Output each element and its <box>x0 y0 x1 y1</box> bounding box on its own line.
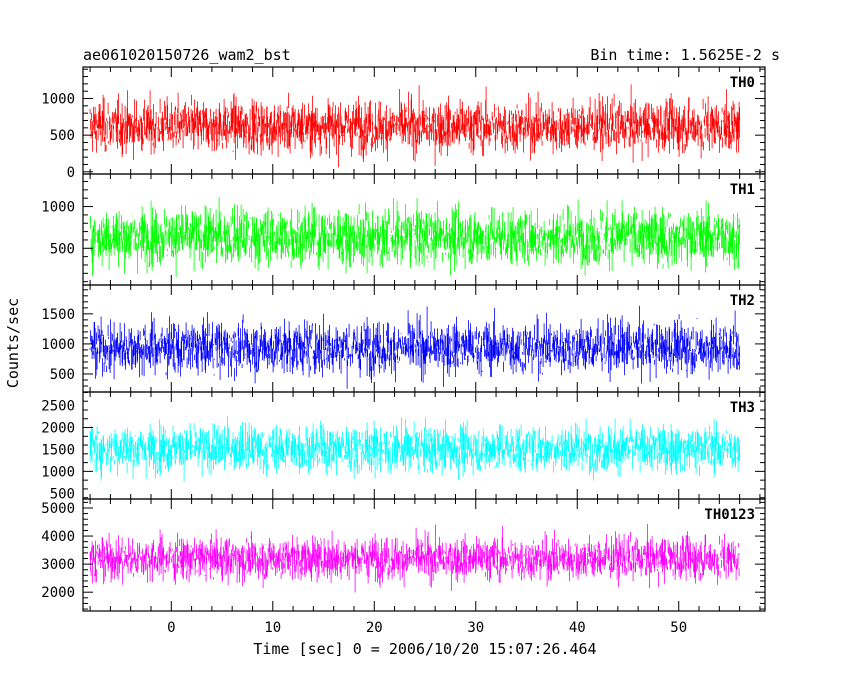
panels: TH0 0 500 1000 TH1 500 1000 TH2 500 1000 1500 TH3 50… <box>41 66 766 612</box>
y-tick-label: 1000 <box>41 92 75 108</box>
y-tick-label: 500 <box>50 486 75 502</box>
x-tick-label: 50 <box>670 620 687 636</box>
panel-th2: TH2 500 1000 1500 <box>41 284 766 393</box>
panel-label-th2: TH2 <box>730 293 755 309</box>
series-th2 <box>89 305 740 389</box>
chart-title-left: ae061020150726_wam2_bst <box>83 46 291 64</box>
panel-label-th3: TH3 <box>730 400 755 416</box>
y-tick-label: 1000 <box>41 337 75 353</box>
y-tick-label: 4000 <box>41 529 75 545</box>
panel-label-th0123: TH0123 <box>704 507 755 523</box>
y-tick-label: 1500 <box>41 442 75 458</box>
y-tick-label: 0 <box>67 165 75 181</box>
panel-th0: TH0 0 500 1000 <box>41 66 766 181</box>
panel-label-th0: TH0 <box>730 75 755 91</box>
x-tick-label: 20 <box>366 620 383 636</box>
y-tick-label: 500 <box>50 128 75 144</box>
x-axis: 0 10 20 30 40 50 <box>167 620 687 636</box>
x-axis-title: Time [sec] 0 = 2006/10/20 15:07:26.464 <box>253 640 596 658</box>
series-th3 <box>89 416 740 482</box>
x-tick-label: 10 <box>264 620 281 636</box>
y-tick-label: 500 <box>50 241 75 257</box>
panel-label-th1: TH1 <box>730 182 755 198</box>
chart-title-right: Bin time: 1.5625E-2 s <box>590 46 780 64</box>
series-th0123 <box>89 524 740 593</box>
series-th1 <box>89 197 740 278</box>
y-tick-label: 1000 <box>41 200 75 216</box>
panel-th1: TH1 500 1000 <box>41 173 766 286</box>
y-tick-label: 1000 <box>41 464 75 480</box>
y-tick-label: 500 <box>50 367 75 383</box>
y-tick-label: 2000 <box>41 585 75 601</box>
y-tick-label: 2500 <box>41 399 75 415</box>
y-tick-label: 1500 <box>41 307 75 323</box>
y-tick-label: 2000 <box>41 421 75 437</box>
panel-th3: TH3 500 1000 1500 2000 2500 <box>41 391 766 502</box>
series-th0 <box>89 84 740 168</box>
panel-th0123: TH0123 2000 3000 4000 5000 <box>41 498 766 612</box>
x-tick-label: 40 <box>569 620 586 636</box>
panel-frame <box>82 498 766 612</box>
y-axis-title: Counts/sec <box>4 298 22 388</box>
x-tick-label: 0 <box>167 620 175 636</box>
y-tick-label: 3000 <box>41 557 75 573</box>
x-tick-label: 30 <box>467 620 484 636</box>
y-tick-label: 5000 <box>41 501 75 517</box>
